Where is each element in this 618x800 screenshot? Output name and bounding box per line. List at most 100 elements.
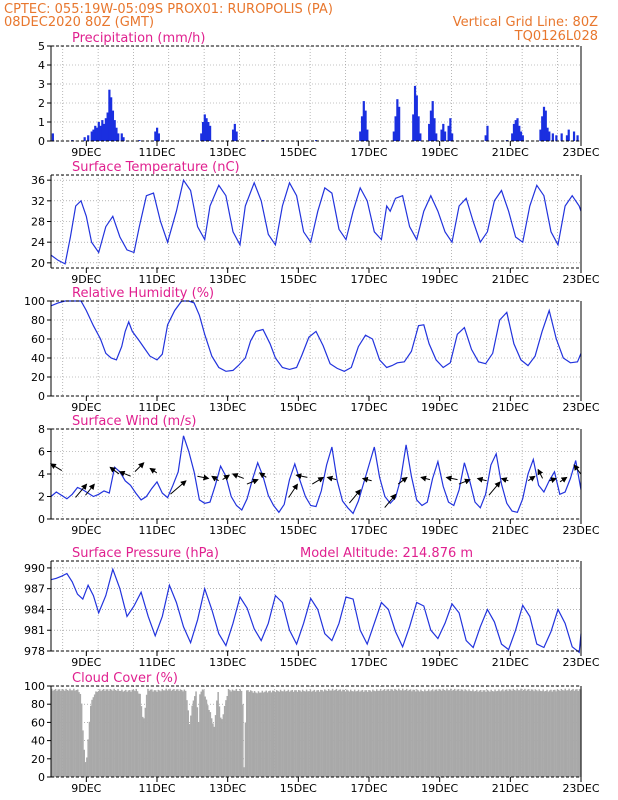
cloud-column [273,690,275,777]
cloud-column [390,689,392,777]
cloud-column [532,689,534,777]
cloud-column [60,690,62,777]
panel-title: Surface Pressure (hPa) [72,546,219,561]
cloud-column [279,689,282,777]
cloud-column [145,694,148,777]
cloud-column [246,690,248,777]
y-tick-label: 100 [24,680,45,693]
panel-title: Surface Wind (m/s) [72,414,196,429]
cloud-column [421,690,423,777]
cloud-column [539,690,542,777]
cloud-column [482,690,485,777]
cloud-column [478,690,481,777]
cloud-column [446,688,448,777]
precip-bar [394,116,397,141]
cloud-column [308,691,310,777]
cloud-column [121,689,123,777]
cloud-column [220,717,222,777]
cloud-column [334,690,336,777]
cloud-column [560,688,563,777]
cloud-column [572,688,574,777]
cloud-column [483,690,486,777]
precip-bar [433,118,436,141]
cloud-column [252,692,254,777]
x-date-label: 19DEC [421,146,458,159]
cloud-column [129,690,131,777]
precip-bar [138,140,141,141]
cloud-column [71,690,74,777]
cloud-column [500,690,503,777]
cloud-column [136,691,139,777]
x-date-label: 17DEC [350,782,387,795]
precip-bar [451,133,454,141]
x-date-label: 19DEC [421,782,458,795]
panel-title: Cloud Cover (%) [72,671,178,686]
cloud-column [555,691,557,777]
cloud-column [309,689,312,777]
cloud-column [262,692,265,777]
x-date-label: 13DEC [209,401,246,414]
cloud-column [409,689,412,777]
cloud-column [394,688,396,777]
cloud-column [348,691,351,777]
cloud-column [74,690,76,777]
cloud-column [300,691,303,777]
x-date-label: 15DEC [280,524,317,537]
cloud-column [442,688,444,777]
panel-6: 0 20 40 60 80 100 9DEC 11DEC 13DEC 15DEC 17DEC 19DE… [24,671,600,795]
cloud-column [534,689,537,777]
cloud-column [143,718,145,777]
cloud-column [455,690,457,777]
cloud-column [265,690,267,777]
wind-arrow [149,467,158,474]
precip-bar [484,135,487,141]
wind-arrow [231,473,244,479]
precip-bar [364,110,367,141]
cloud-column [214,715,217,777]
precip-bar [440,129,443,141]
cloud-column [356,691,358,777]
cloud-column [278,691,280,777]
wind-arrow [326,475,337,482]
cloud-column [498,689,500,777]
cloud-column [359,691,361,777]
cloud-column [231,689,234,777]
precip-bar [87,135,90,141]
cloud-column [364,690,366,777]
cloud-column [381,690,383,777]
cloud-column [485,691,487,777]
x-date-label: 15DEC [280,146,317,159]
cloud-column [169,688,171,777]
precip-bar [565,135,569,141]
cloud-column [322,691,325,777]
cloud-column [178,690,180,777]
cloud-column [546,689,548,777]
cloud-column [112,690,114,777]
cloud-column [97,690,100,777]
cloud-column [508,689,511,777]
cloud-column [465,690,468,777]
cloud-column [404,690,407,777]
wind-arrow [222,474,231,481]
wind-arrow [197,474,210,481]
cloud-column [230,691,232,777]
precip-bar [428,123,431,141]
cloud-column [90,705,92,777]
cloud-column [461,689,464,777]
precip-bar [449,118,452,141]
precip-bar [567,129,570,141]
precip-bar [362,101,365,141]
wind-arrow [295,473,308,480]
wind-arrow [537,468,544,479]
cloud-column [257,691,260,777]
cloud-column [96,691,98,777]
cloud-column [147,688,149,777]
cloud-column [125,689,127,777]
precip-bar [560,133,563,141]
cloud-column [317,690,319,777]
precip-bar [392,131,395,141]
cloud-column [166,690,169,777]
wind-arrow [348,489,362,504]
precip-bar [205,118,208,141]
cloud-column [233,690,235,777]
